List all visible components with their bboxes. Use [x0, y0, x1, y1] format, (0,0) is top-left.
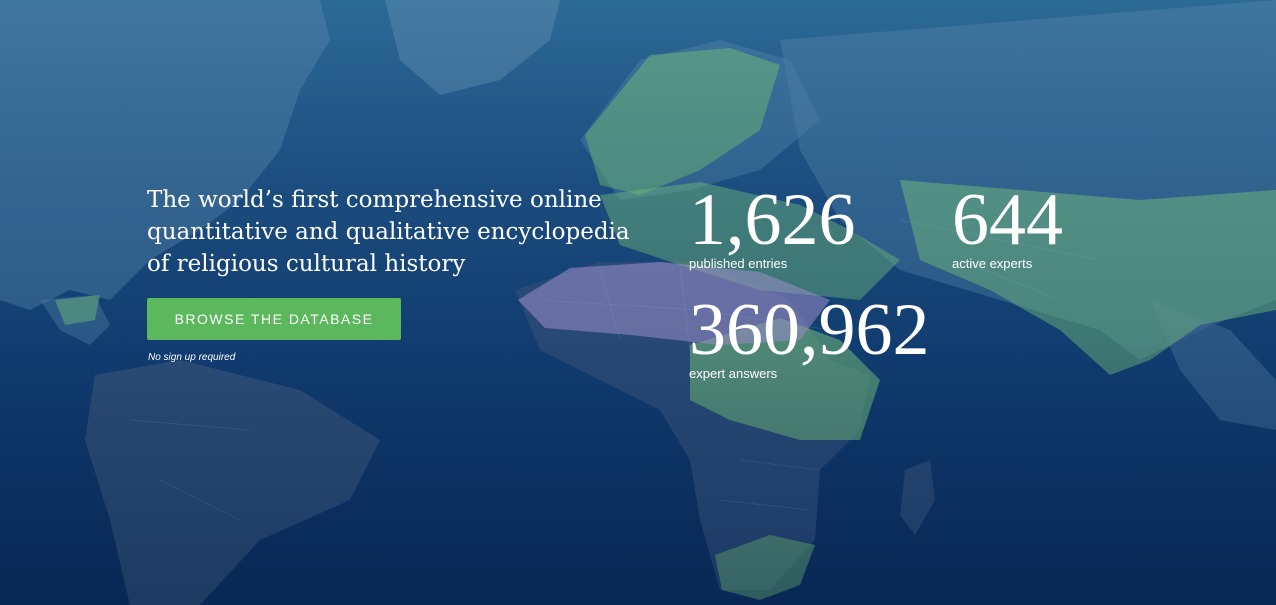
stat-label: published entries: [689, 256, 788, 271]
stat-value: 360,962: [689, 289, 930, 371]
stat-label: expert answers: [689, 366, 778, 381]
stat-expert-answers: 360,962 expert answers: [689, 289, 930, 382]
stat-published-entries: 1,626 published entries: [689, 179, 856, 272]
stat-label: active experts: [952, 256, 1033, 271]
stat-value: 644: [952, 179, 1063, 261]
stat-value: 1,626: [689, 179, 856, 261]
no-signup-note: No sign up required: [148, 352, 236, 363]
browse-database-button[interactable]: BROWSE THE DATABASE: [147, 298, 401, 340]
hero-headline: The world’s first comprehensive online q…: [147, 187, 630, 277]
stat-active-experts: 644 active experts: [952, 179, 1063, 272]
